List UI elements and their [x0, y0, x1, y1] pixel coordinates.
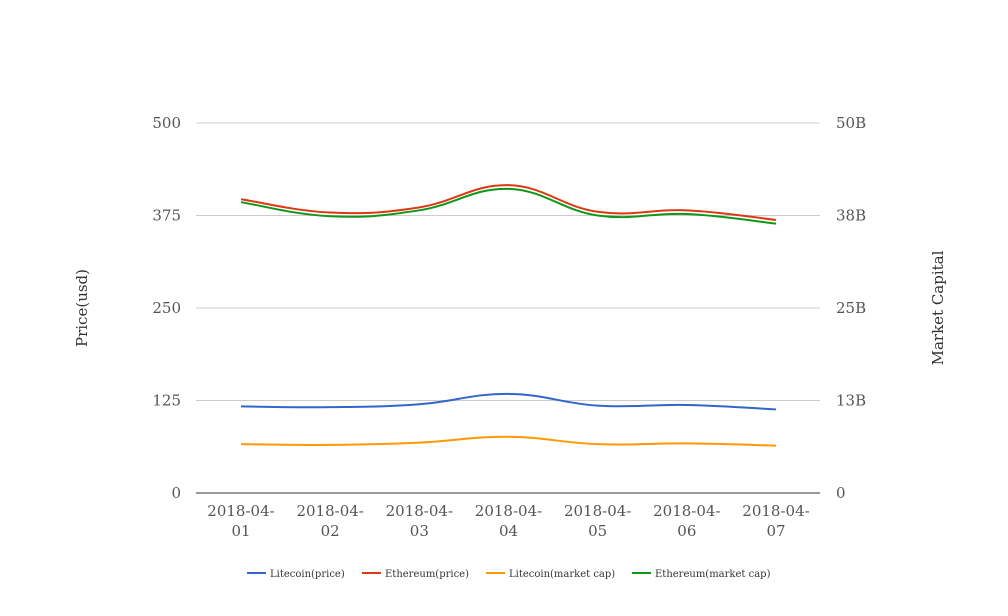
series-line-ethereum-market-cap [240, 187, 777, 225]
legend: Litecoin(price) Ethereum(price) Litecoin(m… [247, 569, 771, 580]
series-line-litecoin-market-cap [240, 435, 777, 447]
left-axis-title: Price(usd) [73, 269, 91, 347]
legend-label: Ethereum(price) [385, 569, 469, 580]
right-axis-title: Market Capital [929, 250, 947, 365]
series-line-litecoin-price [240, 392, 777, 411]
legend-item-ethereum-price[interactable]: Ethereum(price) [362, 569, 469, 580]
right-tick-label: 50B [836, 114, 866, 132]
x-tick-label: 2018-04-02 [296, 502, 363, 540]
right-axis-ticks: 0 13B 25B 38B 50B [836, 114, 866, 502]
left-tick-label: 0 [171, 484, 181, 502]
legend-item-litecoin-market-cap[interactable]: Litecoin(market cap) [486, 569, 615, 580]
left-tick-label: 250 [152, 299, 181, 317]
left-tick-label: 375 [152, 207, 181, 225]
legend-label: Litecoin(price) [270, 569, 345, 580]
right-tick-label: 25B [836, 299, 866, 317]
legend-label: Litecoin(market cap) [509, 569, 615, 580]
right-tick-label: 13B [836, 392, 866, 410]
legend-item-litecoin-price[interactable]: Litecoin(price) [247, 569, 345, 580]
x-tick-label: 2018-04-03 [386, 502, 453, 540]
series-line-ethereum-price [240, 184, 777, 221]
x-tick-label: 2018-04-07 [742, 502, 809, 540]
series-lines [240, 184, 777, 447]
left-axis-ticks: 0 125 250 375 500 [152, 114, 181, 502]
right-tick-label: 0 [836, 484, 846, 502]
legend-item-ethereum-market-cap[interactable]: Ethereum(market cap) [632, 569, 771, 580]
x-tick-label: 2018-04-05 [564, 502, 631, 540]
legend-label: Ethereum(market cap) [655, 569, 771, 580]
x-axis-ticks: 2018-04-01 2018-04-02 2018-04-03 2018-04-04… [207, 502, 809, 540]
x-tick-label: 2018-04-01 [207, 502, 274, 540]
x-tick-label: 2018-04-04 [475, 502, 542, 540]
right-tick-label: 38B [836, 207, 866, 225]
left-tick-label: 125 [152, 392, 181, 410]
left-tick-label: 500 [152, 114, 181, 132]
x-tick-label: 2018-04-06 [653, 502, 720, 540]
